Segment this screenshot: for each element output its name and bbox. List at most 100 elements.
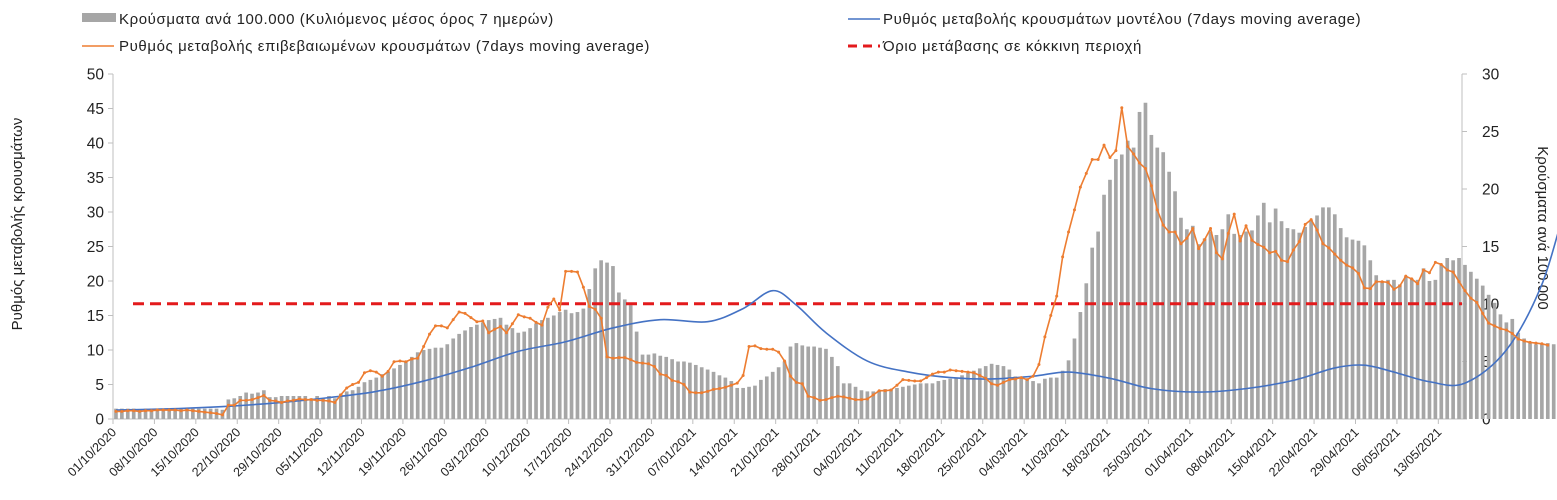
bar — [830, 356, 834, 419]
bar — [398, 364, 402, 419]
bar — [321, 398, 325, 419]
confirmed-point — [463, 311, 467, 315]
bar — [1540, 344, 1544, 419]
confirmed-point — [623, 356, 627, 360]
bar — [1048, 377, 1053, 419]
confirmed-point — [712, 387, 716, 391]
bar — [185, 408, 189, 419]
bar — [315, 396, 319, 419]
confirmed-point — [942, 370, 946, 374]
bar — [646, 354, 651, 419]
bar — [1504, 322, 1509, 419]
bar — [504, 324, 509, 419]
confirmed-point — [546, 305, 550, 309]
confirmed-point — [1345, 263, 1349, 267]
confirmed-point — [1132, 152, 1136, 156]
bar — [1238, 235, 1242, 419]
confirmed-point — [1268, 251, 1272, 255]
bar — [622, 299, 627, 419]
bar — [634, 331, 639, 419]
confirmed-point — [1327, 246, 1331, 250]
bar — [1261, 202, 1266, 419]
bar — [895, 387, 899, 419]
bar — [356, 386, 361, 419]
y-right-tick-label: 5 — [1482, 354, 1491, 371]
bar — [1096, 231, 1100, 419]
confirmed-point — [836, 394, 840, 398]
bar — [226, 399, 231, 419]
confirmed-point — [948, 368, 952, 372]
confirmed-point — [593, 307, 597, 311]
confirmed-point — [297, 397, 301, 401]
confirmed-point — [1333, 252, 1337, 256]
confirmed-point — [652, 365, 656, 369]
confirmed-point — [1475, 300, 1479, 304]
confirmed-point — [581, 285, 585, 289]
confirmed-point — [700, 391, 704, 395]
confirmed-point — [1303, 222, 1307, 226]
confirmed-point — [226, 403, 230, 407]
y-left-tick-label: 30 — [87, 205, 105, 222]
bar — [1190, 225, 1195, 419]
y-left-ticks: 0 5 10 15 20 25 30 35 40 45 50 — [87, 67, 113, 429]
y-left-tick-label: 25 — [87, 239, 104, 256]
confirmed-point — [1481, 311, 1485, 315]
legend-swatch-bars — [82, 13, 116, 22]
confirmed-point — [451, 318, 455, 322]
confirmed-point — [256, 396, 260, 400]
y-right-tick-label: 15 — [1482, 239, 1499, 256]
bar — [617, 292, 621, 419]
confirmed-point — [1102, 143, 1106, 147]
bar — [1125, 140, 1130, 419]
bar — [835, 366, 840, 419]
bar — [303, 396, 308, 419]
bar — [1368, 260, 1373, 419]
bar — [196, 408, 201, 419]
bar — [1001, 366, 1006, 419]
bar — [338, 393, 343, 419]
confirmed-point — [1351, 266, 1355, 270]
y-left-axis-title: Ρυθμός μεταβολής κρουσμάτων — [9, 118, 26, 331]
confirmed-point — [516, 313, 520, 317]
confirmed-point — [1315, 228, 1319, 232]
confirmed-point — [1203, 238, 1207, 242]
bar — [871, 391, 876, 419]
confirmed-point — [493, 327, 497, 331]
confirmed-point — [274, 399, 278, 403]
bar — [1445, 258, 1450, 419]
bar — [605, 262, 609, 419]
bar — [682, 361, 686, 419]
bar — [267, 397, 272, 419]
bar — [759, 379, 763, 419]
confirmed-point — [522, 315, 526, 319]
confirmed-point — [765, 347, 769, 351]
confirmed-point — [1161, 223, 1165, 227]
bar — [238, 396, 243, 419]
bar — [285, 396, 290, 419]
confirmed-point — [1167, 230, 1171, 234]
bar — [1315, 215, 1319, 419]
confirmed-point — [552, 297, 556, 301]
bar — [977, 368, 982, 419]
confirmed-point — [374, 370, 378, 374]
confirmed-point — [238, 398, 242, 402]
confirmed-point — [723, 385, 727, 389]
confirmed-point — [179, 409, 183, 413]
confirmed-point — [1297, 240, 1301, 244]
confirmed-point — [635, 360, 639, 364]
bar — [972, 370, 976, 419]
bar — [557, 312, 562, 419]
bar — [853, 386, 858, 419]
confirmed-point — [984, 376, 988, 380]
bar — [1143, 102, 1148, 419]
bar — [599, 260, 603, 419]
confirmed-point — [954, 369, 958, 373]
confirmed-point — [919, 379, 923, 383]
confirmed-point — [487, 331, 491, 335]
confirmed-point — [575, 270, 579, 274]
bar — [1386, 279, 1390, 419]
bar — [705, 369, 710, 419]
bar — [1267, 222, 1272, 419]
confirmed-point — [315, 398, 319, 402]
confirmed-point — [1510, 331, 1514, 335]
